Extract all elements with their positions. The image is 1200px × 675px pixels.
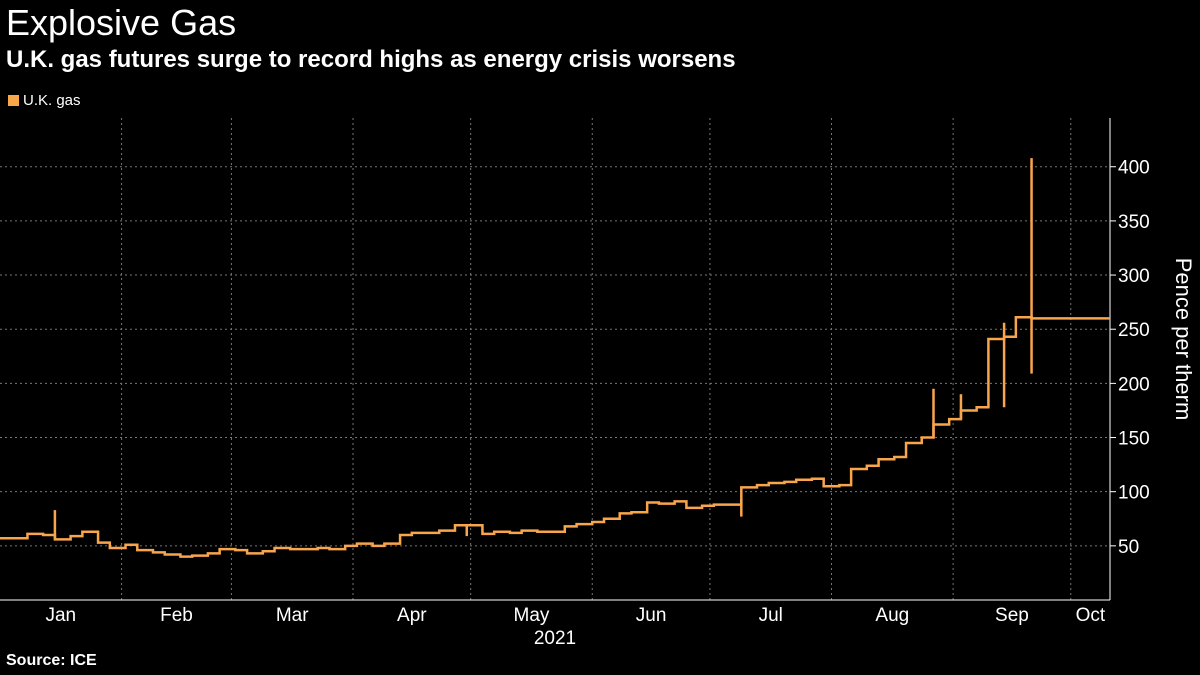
series-line-uk-gas [0,316,1110,558]
x-tick-label: Mar [276,605,309,626]
y-tick-label: 100 [1118,483,1150,504]
y-tick-label: 350 [1118,212,1150,233]
y-tick-label: 300 [1118,266,1150,287]
source-note: Source: ICE [6,652,97,669]
y-axis-label: Pence per therm [1171,258,1196,421]
x-tick-label: Jul [759,605,783,626]
x-tick-label: Jan [45,605,76,626]
x-tick-label: Oct [1076,605,1106,626]
x-tick-label: May [514,605,550,626]
x-tick-label: Sep [995,605,1029,626]
x-tick-label: Aug [875,605,909,626]
y-tick-label: 250 [1118,320,1150,341]
x-tick-label: Feb [160,605,193,626]
x-tick-label: Apr [397,605,427,626]
y-tick-label: 400 [1118,158,1150,179]
legend: U.K. gas [8,92,81,109]
y-tick-label: 200 [1118,374,1150,395]
y-tick-label: 150 [1118,429,1150,450]
y-tick-label: 50 [1118,537,1139,558]
legend-swatch [8,95,19,106]
legend-label: U.K. gas [23,92,81,109]
chart-subtitle: U.K. gas futures surge to record highs a… [6,46,736,73]
chart-title: Explosive Gas [6,2,237,43]
x-axis-label: 2021 [534,628,576,649]
x-tick-label: Jun [636,605,667,626]
